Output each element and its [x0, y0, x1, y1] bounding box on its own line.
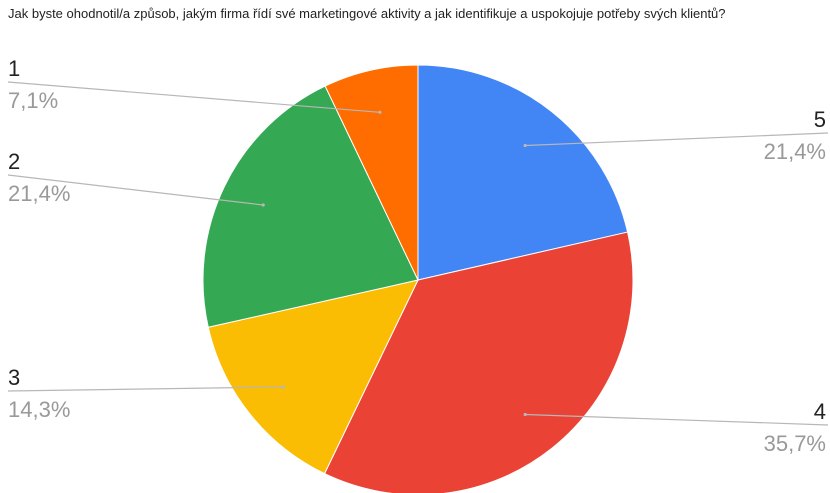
- chart-title: Jak byste ohodnotil/a způsob, jakým firm…: [8, 6, 726, 21]
- leader-line-3: [7, 386, 284, 392]
- leader-dot-1: [378, 110, 382, 114]
- slice-label-4: 4: [814, 399, 826, 424]
- pie-slice-2: [202, 85, 419, 328]
- leader-line-4: [525, 413, 829, 426]
- slice-percent-2: 21,4%: [8, 181, 70, 206]
- leader-dot-2: [261, 203, 265, 207]
- slice-percent-1: 7,1%: [8, 88, 58, 113]
- leader-dot-3: [281, 385, 285, 389]
- slice-label-5: 5: [814, 107, 826, 132]
- slice-label-3: 3: [8, 365, 20, 390]
- slice-percent-5: 21,4%: [764, 139, 826, 164]
- leader-line-2: [7, 174, 264, 206]
- slice-percent-3: 14,3%: [8, 397, 70, 422]
- pie-slice-1: [324, 64, 419, 281]
- leader-line-5: [525, 132, 829, 147]
- pie-slice-5: [417, 64, 629, 281]
- pie-slice-3: [207, 279, 419, 475]
- pie-slice-4: [323, 231, 634, 493]
- leader-dot-4: [523, 412, 527, 417]
- slice-percent-4: 35,7%: [764, 431, 826, 456]
- slice-label-2: 2: [8, 149, 20, 174]
- slice-label-1: 1: [8, 56, 20, 81]
- leader-dot-5: [523, 143, 527, 148]
- leader-line-1: [7, 81, 380, 113]
